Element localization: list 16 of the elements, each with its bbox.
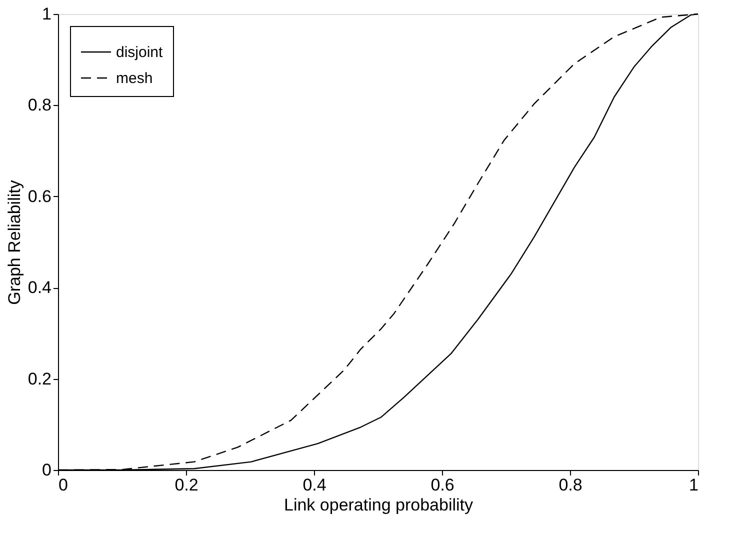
x-axis-title: Link operating probability xyxy=(284,496,474,514)
x-tick-label: 0.6 xyxy=(430,476,454,494)
y-tick-label: 1 xyxy=(42,4,52,24)
x-tick-label: 1 xyxy=(689,476,698,494)
x-tick-label: 0.8 xyxy=(558,476,582,494)
y-tick-label: 0.6 xyxy=(28,186,52,206)
y-tick-label: 0 xyxy=(42,460,52,480)
x-tick-label: 0.2 xyxy=(174,476,198,494)
x-tick-label: 0.4 xyxy=(302,476,326,494)
y-tick-label: 0.4 xyxy=(28,278,52,298)
y-axis-title: Graph Reliability xyxy=(4,180,24,305)
legend-label: mesh xyxy=(116,70,153,87)
y-tick-label: 0.2 xyxy=(28,369,52,388)
legend-label: disjoint xyxy=(116,44,164,61)
x-tick-label: 0 xyxy=(58,476,68,494)
y-tick-label: 0.8 xyxy=(28,96,52,115)
